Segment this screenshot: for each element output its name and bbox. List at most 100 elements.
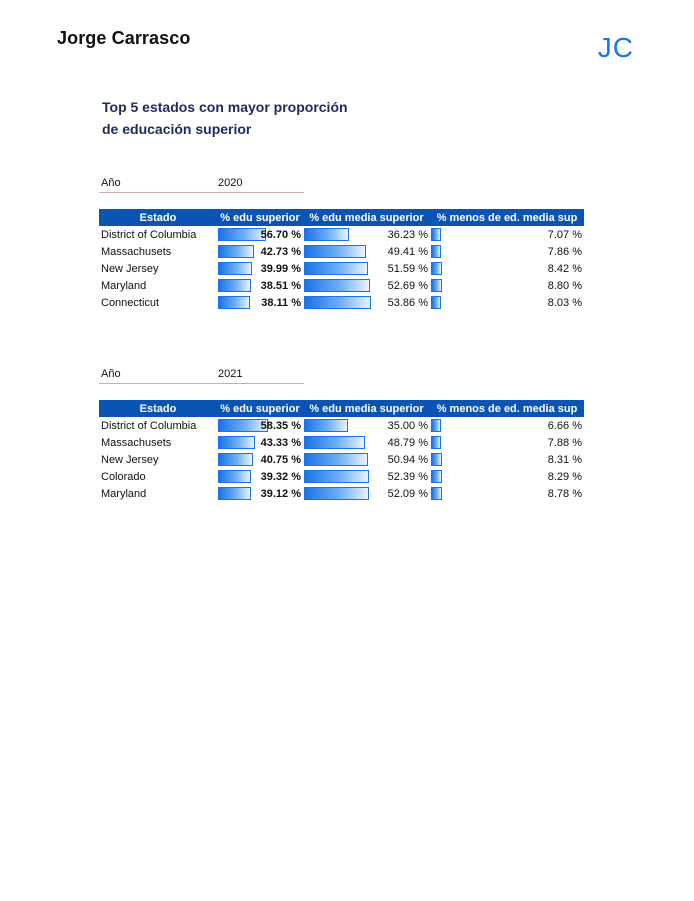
table-row: New Jersey 39.99 % 51.59 % 8.42 % (99, 260, 584, 277)
edu-superior-cell: 39.99 % (217, 260, 303, 277)
edu-superior-value: 39.99 % (260, 262, 301, 275)
report-title-line-2: de educación superior (102, 121, 252, 137)
menos-ed-media-cell: 8.31 % (430, 451, 584, 468)
year-value: 2020 (218, 177, 243, 189)
edu-media-superior-cell: 36.23 % (303, 226, 430, 243)
menos-ed-media-value: 8.31 % (547, 453, 582, 466)
menos-ed-media-value: 8.29 % (547, 470, 582, 483)
edu-superior-cell: 39.32 % (217, 468, 303, 485)
menos-ed-media-bar (431, 228, 441, 241)
edu-media-superior-bar (304, 228, 350, 241)
edu-superior-bar (218, 296, 251, 309)
menos-ed-media-cell: 7.86 % (430, 243, 584, 260)
report-title-line-1: Top 5 estados con mayor proporción (102, 99, 348, 115)
menos-ed-media-cell: 8.42 % (430, 260, 584, 277)
edu-superior-value: 38.11 % (261, 296, 301, 309)
menos-ed-media-bar (431, 296, 442, 309)
table-row: District of Columbia 58.35 % 35.00 % 6.66 % (99, 417, 584, 434)
edu-superior-bar (218, 436, 255, 449)
table-body: District of Columbia 58.35 % 35.00 % 6.66 %… (99, 417, 584, 502)
table-row: Maryland 39.12 % 52.09 % 8.78 % (99, 485, 584, 502)
edu-media-superior-value: 48.79 % (387, 436, 428, 449)
menos-ed-media-value: 8.78 % (547, 487, 582, 500)
year-row: Año 2021 (99, 366, 304, 384)
table-row: District of Columbia 56.70 % 36.23 % 7.07 % (99, 226, 584, 243)
edu-media-superior-bar (304, 436, 365, 449)
edu-media-superior-cell: 52.39 % (303, 468, 430, 485)
edu-superior-bar (218, 453, 253, 466)
edu-media-superior-bar (304, 279, 370, 292)
table-row: New Jersey 40.75 % 50.94 % 8.31 % (99, 451, 584, 468)
menos-ed-media-bar (431, 279, 443, 292)
table-header-row: Estado % edu superior % edu media superi… (99, 209, 584, 226)
edu-media-superior-value: 52.69 % (387, 279, 428, 292)
edu-superior-bar (218, 470, 252, 483)
menos-ed-media-cell: 8.80 % (430, 277, 584, 294)
edu-media-superior-cell: 52.09 % (303, 485, 430, 502)
column-header-edu-media-superior: % edu media superior (303, 400, 430, 417)
edu-media-superior-value: 52.39 % (387, 470, 428, 483)
edu-superior-value: 40.75 % (260, 453, 301, 466)
state-name: Colorado (101, 470, 146, 483)
menos-ed-media-bar (431, 262, 442, 275)
menos-ed-media-value: 8.03 % (547, 296, 582, 309)
menos-ed-media-value: 7.88 % (547, 436, 582, 449)
edu-superior-bar (218, 279, 251, 292)
state-name: Massachusets (101, 245, 172, 258)
edu-superior-bar (218, 245, 255, 258)
menos-ed-media-cell: 8.03 % (430, 294, 584, 311)
report-title: Top 5 estados con mayor proporción de ed… (102, 96, 402, 140)
menos-ed-media-value: 8.42 % (547, 262, 582, 275)
edu-media-superior-cell: 50.94 % (303, 451, 430, 468)
edu-media-superior-bar (304, 262, 369, 275)
author-name: Jorge Carrasco (57, 28, 191, 48)
year-row: Año 2020 (99, 175, 304, 193)
edu-superior-cell: 56.70 % (217, 226, 303, 243)
table-header-row: Estado % edu superior % edu media superi… (99, 400, 584, 417)
edu-superior-value: 58.35 % (260, 419, 301, 432)
state-name: Massachusets (101, 436, 172, 449)
year-value: 2021 (218, 368, 243, 380)
edu-superior-bar (218, 262, 252, 275)
edu-media-superior-bar (304, 245, 366, 258)
edu-media-superior-bar (304, 453, 368, 466)
edu-media-superior-cell: 52.69 % (303, 277, 430, 294)
menos-ed-media-value: 8.80 % (547, 279, 582, 292)
edu-superior-cell: 38.51 % (217, 277, 303, 294)
edu-superior-bar (218, 228, 267, 241)
edu-media-superior-value: 50.94 % (387, 453, 428, 466)
menos-ed-media-bar (431, 419, 441, 432)
table-row: Massachusets 42.73 % 49.41 % 7.86 % (99, 243, 584, 260)
state-name: Maryland (101, 279, 147, 292)
edu-media-superior-cell: 35.00 % (303, 417, 430, 434)
edu-superior-value: 39.32 % (260, 470, 301, 483)
edu-superior-cell: 43.33 % (217, 434, 303, 451)
section-2020: Año 2020 Estado % edu superior % edu med… (99, 175, 585, 311)
edu-media-superior-bar (304, 487, 370, 500)
menos-ed-media-cell: 7.07 % (430, 226, 584, 243)
edu-media-superior-value: 51.59 % (387, 262, 428, 275)
menos-ed-media-cell: 7.88 % (430, 434, 584, 451)
edu-superior-value: 42.73 % (260, 245, 301, 258)
menos-ed-media-value: 6.66 % (547, 419, 582, 432)
edu-superior-value: 56.70 % (260, 228, 301, 241)
menos-ed-media-bar (431, 453, 442, 466)
state-name: Connecticut (101, 296, 160, 309)
menos-ed-media-bar (431, 245, 442, 258)
column-header-edu-media-superior: % edu media superior (303, 209, 430, 226)
table-body: District of Columbia 56.70 % 36.23 % 7.07 %… (99, 226, 584, 311)
edu-media-superior-cell: 51.59 % (303, 260, 430, 277)
table-row: Connecticut 38.11 % 53.86 % 8.03 % (99, 294, 584, 311)
edu-superior-bar (218, 419, 268, 432)
column-header-estado: Estado (99, 400, 217, 417)
edu-media-superior-bar (304, 296, 372, 309)
year-label: Año (101, 177, 121, 189)
state-name: New Jersey (101, 453, 159, 466)
author-logo: JC (597, 32, 634, 63)
edu-superior-cell: 42.73 % (217, 243, 303, 260)
edu-media-superior-value: 49.41 % (387, 245, 428, 258)
edu-media-superior-bar (304, 470, 370, 483)
menos-ed-media-bar (431, 470, 442, 483)
edu-media-superior-value: 36.23 % (387, 228, 428, 241)
edu-media-superior-cell: 49.41 % (303, 243, 430, 260)
